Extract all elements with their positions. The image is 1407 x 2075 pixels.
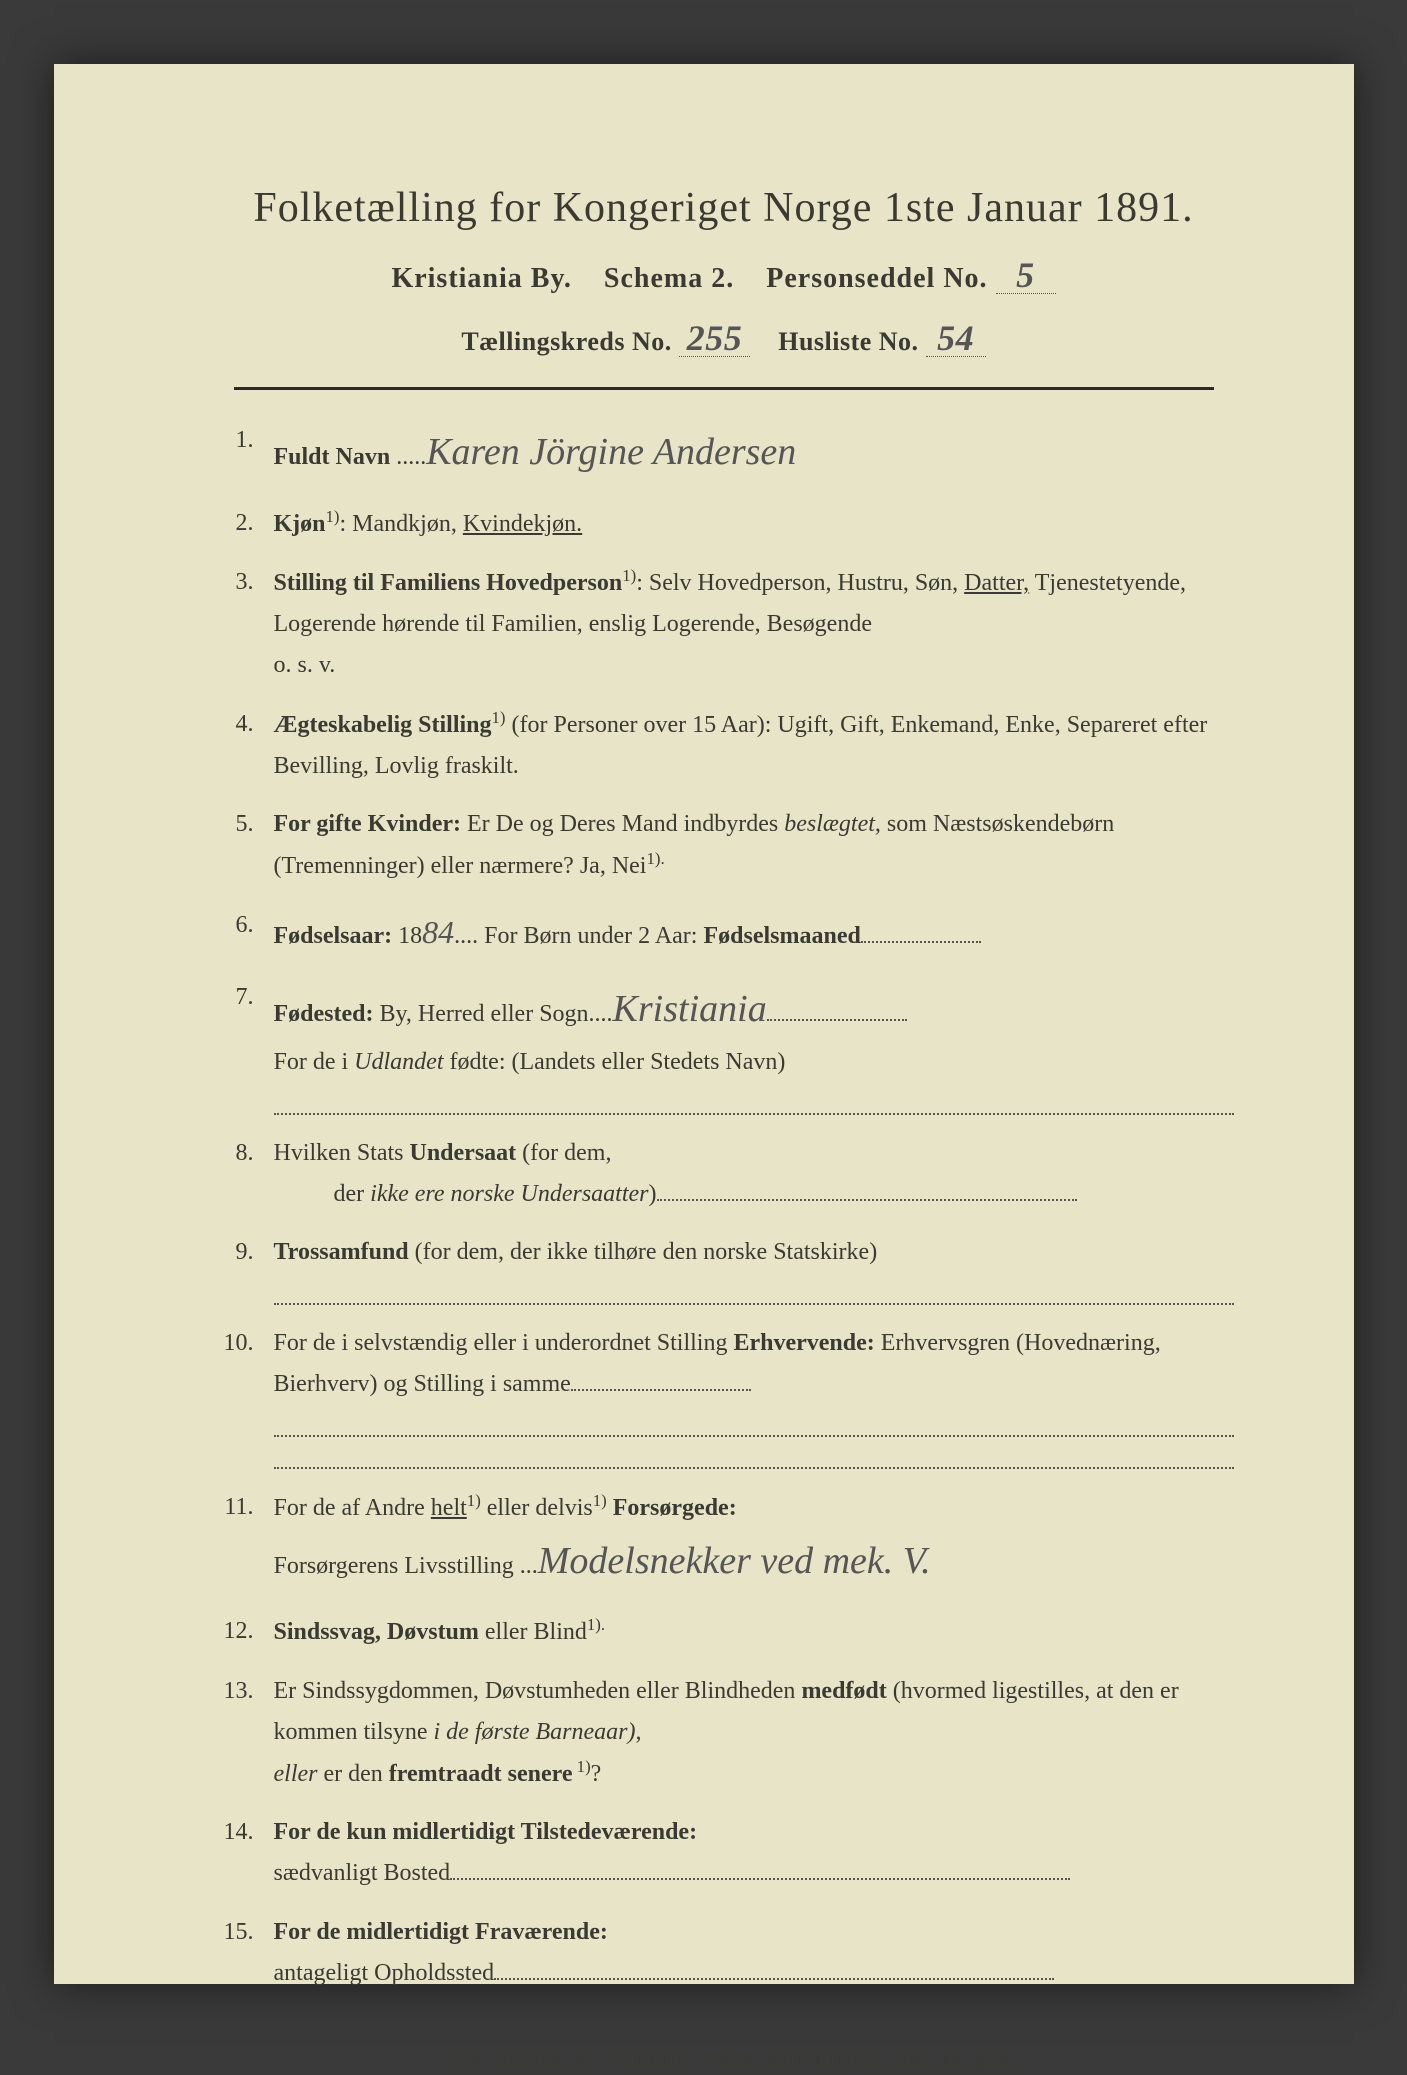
item-7: 7. Fødested: By, Herred eller Sogn....Kr… xyxy=(214,977,1234,1114)
item-num: 10. xyxy=(214,1323,254,1469)
item-2: 2. Kjøn1): Mandkjøn, Kvindekjøn. xyxy=(214,503,1234,545)
husliste-label: Husliste No. xyxy=(778,327,918,356)
label: Fødested: xyxy=(274,1001,374,1027)
item-1: 1. Fuldt Navn .....Karen Jörgine Anderse… xyxy=(214,420,1234,485)
item-3: 3. Stilling til Familiens Hovedperson1):… xyxy=(214,562,1234,685)
item-4: 4. Ægteskabelig Stilling1) (for Personer… xyxy=(214,704,1234,787)
item-num: 1. xyxy=(214,420,254,485)
label: Trossamfund xyxy=(274,1239,409,1265)
label: Fødselsaar: xyxy=(274,923,393,949)
taellingskreds-no: 255 xyxy=(679,320,751,357)
selected-relation: Datter, xyxy=(964,570,1029,596)
item-num: 2. xyxy=(214,503,254,545)
item-num: 6. xyxy=(214,905,254,959)
footnote: 1) De for hvert Tilfælde passende Ord un… xyxy=(194,2044,1254,2075)
item-num: 4. xyxy=(214,704,254,787)
item-num: 9. xyxy=(214,1232,254,1305)
label: Kjøn xyxy=(274,511,326,537)
item-15: 15. For de midlertidigt Fraværende: anta… xyxy=(214,1912,1234,1994)
personseddel-label: Personseddel No. xyxy=(766,263,987,294)
city: Kristiania By. xyxy=(391,263,571,294)
item-num: 7. xyxy=(214,977,254,1114)
label: Stilling til Familiens Hovedperson xyxy=(274,570,623,596)
item-num: 13. xyxy=(214,1671,254,1794)
horizontal-rule xyxy=(234,387,1214,390)
label: For de midlertidigt Fraværende: xyxy=(274,1919,608,1945)
item-num: 11. xyxy=(214,1487,254,1593)
item-8: 8. Hvilken Stats Undersaat (for dem, der… xyxy=(214,1133,1234,1215)
selected-sex: Kvindekjøn. xyxy=(463,511,582,537)
census-form-paper: Folketælling for Kongeriget Norge 1ste J… xyxy=(54,64,1354,1984)
item-6: 6. Fødselsaar: 1884.... For Børn under 2… xyxy=(214,905,1234,959)
item-11: 11. For de af Andre helt1) eller delvis1… xyxy=(214,1487,1234,1593)
item-num: 12. xyxy=(214,1611,254,1653)
provider-occupation: Modelsnekker ved mek. V. xyxy=(538,1540,931,1582)
item-10: 10. For de i selvstændig eller i underor… xyxy=(214,1323,1234,1469)
item-num: 15. xyxy=(214,1912,254,1994)
personseddel-no: 5 xyxy=(996,257,1056,294)
form-items: 1. Fuldt Navn .....Karen Jörgine Anderse… xyxy=(194,420,1254,1994)
husliste-no: 54 xyxy=(926,320,986,357)
schema: Schema 2. xyxy=(604,263,734,294)
label: Ægteskabelig Stilling xyxy=(274,712,492,738)
item-num: 14. xyxy=(214,1812,254,1894)
item-13: 13. Er Sindssygdommen, Døvstumheden elle… xyxy=(214,1671,1234,1794)
main-title: Folketælling for Kongeriget Norge 1ste J… xyxy=(194,184,1254,232)
label: For de kun midlertidigt Tilstedeværende: xyxy=(274,1819,698,1845)
item-9: 9. Trossamfund (for dem, der ikke tilhør… xyxy=(214,1232,1234,1305)
item-num: 5. xyxy=(214,804,254,887)
item-14: 14. For de kun midlertidigt Tilstedevære… xyxy=(214,1812,1234,1894)
birth-year: 84 xyxy=(422,914,454,950)
subtitle-row: Kristiania By. Schema 2. Personseddel No… xyxy=(194,257,1254,295)
label: For gifte Kvinder: xyxy=(274,811,462,837)
item-12: 12. Sindssvag, Døvstum eller Blind1). xyxy=(214,1611,1234,1653)
item-5: 5. For gifte Kvinder: Er De og Deres Man… xyxy=(214,804,1234,887)
third-row: Tællingskreds No. 255 Husliste No. 54 xyxy=(194,320,1254,357)
item-num: 8. xyxy=(214,1133,254,1215)
birthplace-value: Kristiania xyxy=(613,988,767,1030)
form-header: Folketælling for Kongeriget Norge 1ste J… xyxy=(194,184,1254,357)
label: Fuldt Navn xyxy=(274,444,391,470)
taellingskreds-label: Tællingskreds No. xyxy=(461,327,671,356)
label: Sindssvag, Døvstum xyxy=(274,1619,479,1645)
fullname-value: Karen Jörgine Andersen xyxy=(426,431,796,473)
item-num: 3. xyxy=(214,562,254,685)
